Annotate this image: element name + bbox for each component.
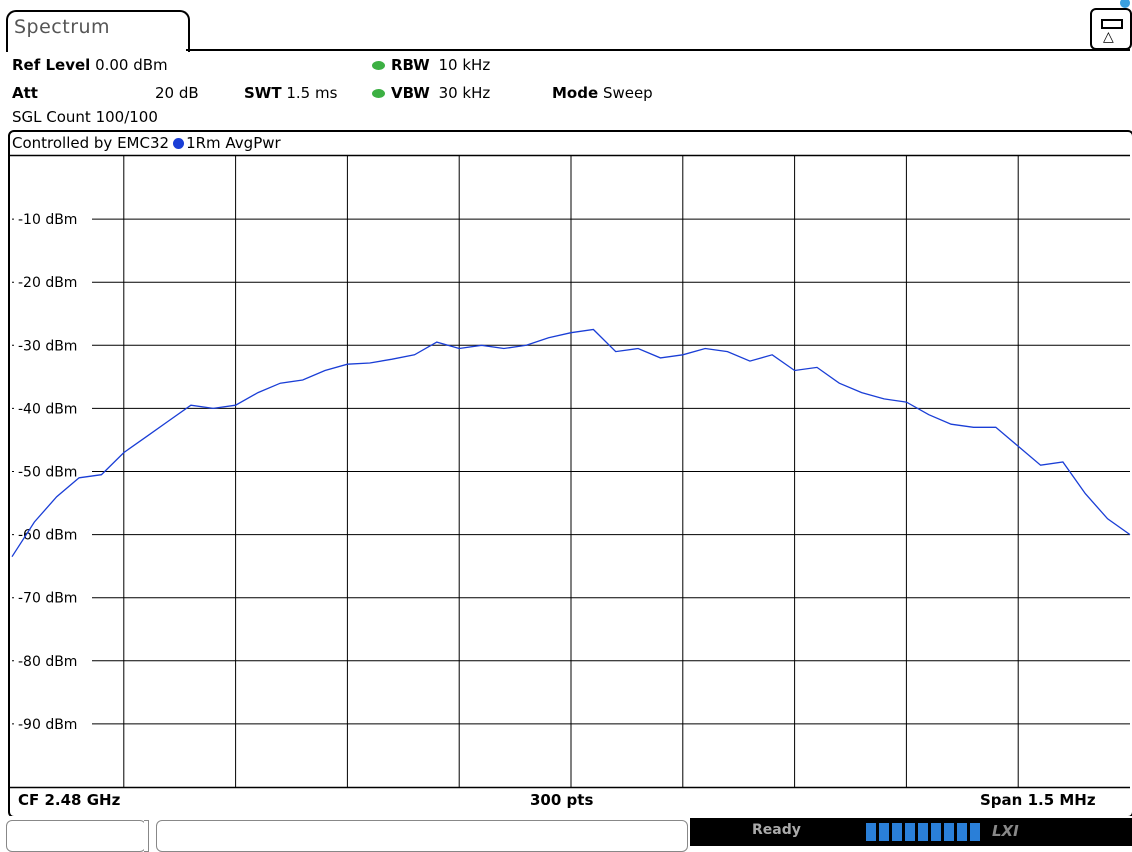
sgl-count: SGL Count 100/100 bbox=[12, 108, 158, 126]
plot-grid bbox=[12, 156, 1130, 787]
spectrum-tab[interactable] bbox=[6, 10, 190, 52]
rbw-label: RBW bbox=[391, 56, 430, 74]
tab-divider bbox=[186, 49, 1130, 51]
y-tick-label: -90 dBm bbox=[18, 717, 77, 733]
y-tick-label: -40 dBm bbox=[18, 401, 77, 417]
y-tick-label-bg bbox=[14, 525, 92, 544]
controlled-by-label: Controlled by EMC32 bbox=[12, 134, 170, 152]
y-tick-label: -70 dBm bbox=[18, 591, 77, 607]
y-tick-label: -50 dBm bbox=[18, 465, 77, 481]
display-config-icon[interactable]: △ bbox=[1090, 8, 1132, 50]
rbw-status-icon bbox=[372, 61, 385, 70]
y-tick-label-bg bbox=[14, 336, 92, 355]
att: Att bbox=[12, 84, 38, 102]
mode-value: Sweep bbox=[602, 84, 653, 102]
corner-indicator-icon bbox=[1120, 0, 1130, 8]
graph-window[interactable] bbox=[8, 130, 1132, 818]
y-tick-label: -10 dBm bbox=[18, 212, 77, 228]
lxi-logo: LXI bbox=[992, 822, 1019, 840]
vbw-label: VBW bbox=[391, 84, 430, 102]
trace-indicator-icon bbox=[173, 138, 185, 149]
progress-indicator bbox=[866, 823, 982, 841]
y-tick-label: -80 dBm bbox=[18, 654, 77, 670]
swt-label: SWT bbox=[244, 84, 282, 102]
y-tick-label-bg bbox=[14, 651, 92, 670]
ref-level-value: 0.00 dBm bbox=[95, 56, 168, 74]
vbw: VBW 30 kHz bbox=[372, 84, 490, 102]
triangle-icon: △ bbox=[1103, 29, 1114, 45]
graph-title: Controlled by EMC32 1Rm AvgPwr bbox=[12, 134, 281, 152]
trace-label: 1Rm AvgPwr bbox=[186, 134, 281, 152]
vbw-status-icon bbox=[372, 89, 385, 98]
att-label: Att bbox=[12, 84, 38, 102]
y-tick-labels: -10 dBm -20 dBm -30 dBm -40 dBm -50 dBm -60 d… bbox=[14, 210, 92, 733]
y-tick-label-bg bbox=[14, 588, 92, 607]
y-tick-label-bg bbox=[14, 273, 92, 292]
vbw-value: 30 kHz bbox=[438, 84, 491, 102]
y-tick-label-bg bbox=[14, 462, 92, 481]
y-tick-label-bg bbox=[14, 714, 92, 733]
att-value: 20 dB bbox=[155, 84, 199, 102]
ref-level: Ref Level 0.00 dBm bbox=[12, 56, 168, 74]
sweep-points: 300 pts bbox=[530, 791, 594, 809]
center-frequency: CF 2.48 GHz bbox=[18, 791, 121, 809]
softkey-1[interactable] bbox=[6, 820, 146, 852]
spectrum-tab-label: Spectrum bbox=[14, 16, 111, 38]
swt: SWT 1.5 ms bbox=[244, 84, 337, 102]
y-tick-label: -30 dBm bbox=[18, 338, 77, 354]
y-tick-label-bg bbox=[14, 399, 92, 418]
y-tick-label: -60 dBm bbox=[18, 528, 77, 544]
ref-level-label: Ref Level bbox=[12, 56, 91, 74]
message-area[interactable] bbox=[156, 820, 688, 852]
trace-line bbox=[11, 328, 1131, 558]
status-bar: Ready LXI bbox=[0, 816, 1132, 852]
mode-label: Mode bbox=[552, 84, 599, 102]
rbw-value: 10 kHz bbox=[438, 56, 491, 74]
y-tick-label-bg bbox=[14, 210, 92, 229]
rbw: RBW 10 kHz bbox=[372, 56, 490, 74]
y-tick-label: -20 dBm bbox=[18, 275, 77, 291]
swt-value: 1.5 ms bbox=[286, 84, 338, 102]
softkey-divider bbox=[144, 820, 149, 852]
ready-status: Ready bbox=[752, 822, 801, 838]
mode: Mode Sweep bbox=[552, 84, 653, 102]
span: Span 1.5 MHz bbox=[980, 791, 1096, 809]
window-bar-icon bbox=[1101, 19, 1123, 29]
